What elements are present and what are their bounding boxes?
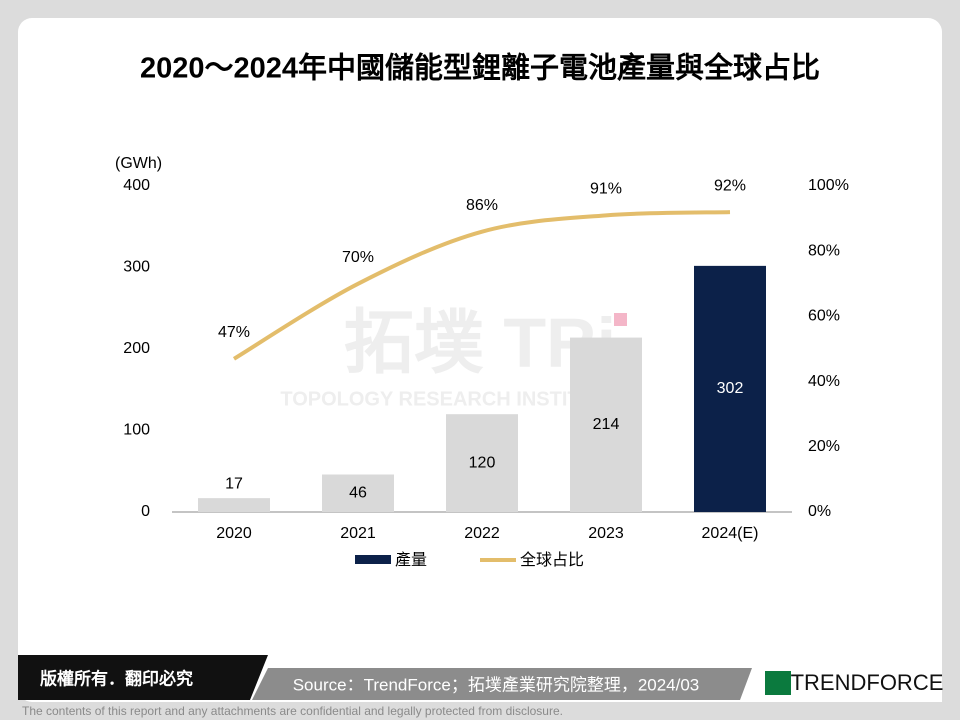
legend-swatch: [355, 555, 391, 564]
copyright: 版權所有．翻印必究: [40, 668, 193, 688]
bar: [198, 498, 270, 512]
watermark-text: TOPOLOGY RESEARCH INSTITUTE: [280, 388, 619, 410]
line-value-label: 91%: [590, 181, 622, 198]
y2-tick-label: 60%: [808, 308, 840, 325]
x-tick-label: 2020: [216, 525, 252, 542]
bar-value-label: 46: [349, 484, 367, 501]
chart-title: 2020～2024年中國儲能型鋰離子電池產量與全球占比: [140, 51, 820, 85]
bar: [570, 337, 642, 512]
x-tick-label: 2022: [464, 525, 500, 542]
y-unit: (GWh): [115, 155, 162, 172]
line-value-label: 86%: [466, 197, 498, 214]
bar: [446, 414, 518, 512]
bar: [694, 265, 766, 512]
source: Source：TrendForce；拓墣產業研究院整理，2024/03: [293, 675, 700, 694]
line: [232, 210, 731, 361]
y-tick-label: 300: [123, 259, 150, 276]
legend-label: 產量: [395, 551, 427, 569]
x-tick-label: 2021: [340, 525, 376, 542]
x-tick-label: 2023: [588, 525, 624, 542]
bar: [322, 474, 394, 512]
bar-value-label: 17: [225, 475, 243, 492]
y-tick-label: 400: [123, 177, 150, 194]
bar-value-label: 302: [717, 380, 744, 397]
footer-gray: [252, 668, 752, 700]
y-tick-label: 0: [141, 503, 150, 520]
y2-tick-label: 0%: [808, 503, 831, 520]
line-value-label: 70%: [342, 249, 374, 266]
x-tick-label: 2024(E): [702, 525, 759, 542]
bar-value-label: 214: [593, 416, 620, 433]
y-tick-label: 200: [123, 340, 150, 357]
brand: TRENDFORCE: [791, 670, 944, 695]
plot: 0 100 200 300 400 0% 20% 40% 60% 80% 100% 2020 2021 2…: [123, 177, 849, 569]
y2-tick-label: 80%: [808, 242, 840, 259]
decoration: [614, 313, 627, 326]
disclaimer: The contents of this report and any atta…: [22, 704, 563, 718]
y2-tick-label: 100%: [808, 177, 849, 194]
card: [18, 18, 942, 702]
brand-icon: [765, 671, 791, 695]
y-tick-label: 100: [123, 422, 150, 439]
bar-value-label: 120: [469, 454, 496, 471]
line-value-label: 92%: [714, 177, 746, 194]
y2-tick-label: 40%: [808, 373, 840, 390]
line-value-label: 47%: [218, 324, 250, 341]
y2-tick-label: 20%: [808, 438, 840, 455]
footer-dark: [18, 655, 268, 700]
footer-brand-bg: [745, 640, 942, 702]
legend-label: 全球占比: [520, 551, 584, 569]
